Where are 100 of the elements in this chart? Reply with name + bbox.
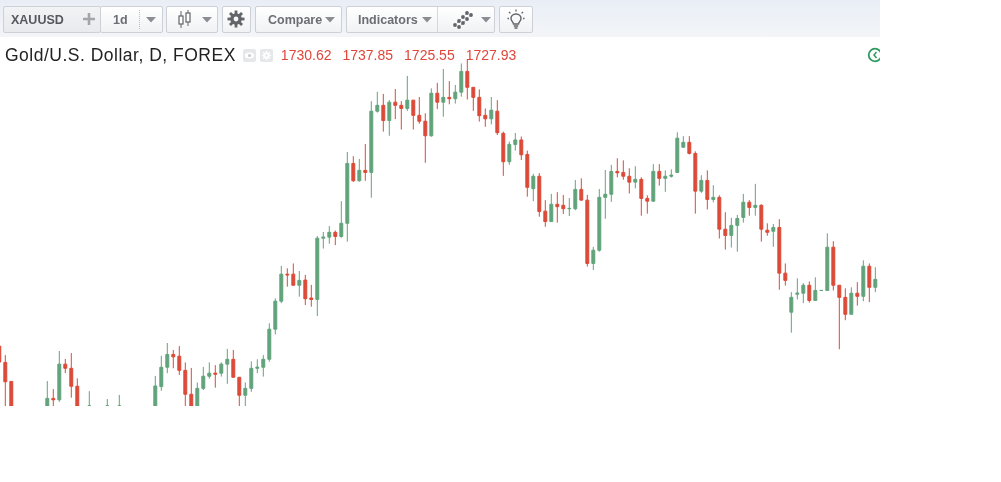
candlestick: [405, 75, 410, 112]
indicators-dropdown: Indicators: [346, 6, 495, 33]
candlestick: [363, 143, 368, 182]
candlestick: [711, 184, 716, 203]
candlestick: [381, 93, 386, 133]
candlestick: [465, 59, 470, 100]
annotation: 1725.55: [404, 47, 455, 63]
candlestick: [633, 165, 638, 189]
candlestick: [153, 375, 158, 406]
candlestick: [531, 173, 536, 202]
annotation: 1727.93: [465, 47, 517, 63]
candlestick: [195, 381, 200, 406]
candlestick: [555, 191, 560, 224]
candlestick: [267, 322, 272, 363]
interval-dropdown: 1d: [100, 6, 163, 33]
candlestick: [867, 262, 872, 303]
candlestick: [729, 217, 734, 249]
candlestick: [51, 388, 56, 406]
candlestick: [507, 141, 512, 166]
candlestick: [789, 291, 794, 334]
candlestick: [519, 135, 524, 161]
candlestick: [243, 381, 248, 406]
candlestick: [291, 262, 296, 286]
candlestick: [441, 68, 446, 118]
candlestick: [279, 265, 284, 304]
candlestick: [855, 281, 860, 307]
candlestick: [69, 352, 74, 399]
candlestick: [783, 262, 788, 287]
candlestick: [843, 287, 848, 321]
candlestick: [303, 274, 308, 306]
candlestick: [795, 277, 800, 300]
candlestick: [747, 199, 752, 217]
candlestick: [759, 203, 764, 243]
candlestick: [333, 230, 338, 246]
candlestick: [3, 354, 8, 406]
candlestick: [525, 150, 530, 198]
candlestick: [45, 380, 50, 406]
candlestick: [495, 99, 500, 136]
candlestick: [399, 100, 404, 131]
candlestick: [597, 188, 602, 253]
candlestick: [411, 99, 416, 131]
candlestick: [63, 358, 68, 374]
candlestick: [453, 84, 458, 105]
chart-title: Gold/U.S. Dollar, D, FOREX: [5, 44, 236, 65]
candlestick: [663, 169, 668, 193]
candlestick: [717, 194, 722, 240]
candlestick: [801, 282, 806, 304]
candlestick: [771, 223, 776, 248]
candlestick: [567, 197, 572, 217]
candlestick: [615, 157, 620, 178]
candlestick: [231, 349, 236, 378]
candlestick: [831, 240, 836, 291]
candlestick: [117, 394, 122, 406]
candlestick: [435, 82, 440, 110]
candlestick: [837, 284, 842, 350]
candlestick: [327, 225, 332, 245]
candlestick: [255, 358, 260, 374]
candlestick: [699, 174, 704, 194]
candlestick: [315, 235, 320, 317]
candlestick: [345, 151, 350, 243]
candlestick: [813, 276, 818, 301]
annotation: 1737.85: [342, 47, 394, 63]
candlestick: [735, 214, 740, 253]
candlestick: [489, 96, 494, 125]
candlestick: [165, 342, 170, 374]
candlestick: [57, 350, 62, 403]
candlestick: [693, 150, 698, 215]
candlestick: [603, 169, 608, 220]
candlestick: [249, 360, 254, 393]
candlestick: [825, 232, 830, 291]
candlestick: [171, 349, 176, 369]
candlestick: [501, 131, 506, 177]
candlestick: [657, 163, 662, 187]
candlestick: [393, 88, 398, 120]
candlestick: [609, 164, 614, 203]
candlestick: [765, 222, 770, 237]
candlestick: [807, 280, 812, 304]
candlestick: [873, 266, 878, 293]
candlestick: [261, 354, 266, 378]
candlestick: [579, 177, 584, 201]
candlestick: [861, 259, 866, 302]
candlestick: [429, 87, 434, 138]
candlestick: [309, 284, 314, 308]
candlestick: [651, 163, 656, 203]
candlestick: [621, 159, 626, 181]
candlestick: [75, 377, 80, 406]
candlestick: [177, 345, 182, 376]
candlestick: [351, 155, 356, 183]
candlestick: [777, 218, 782, 291]
candlestick: [273, 297, 278, 335]
candlestick: [537, 172, 542, 218]
annotation: 1730.62: [280, 47, 332, 63]
candlestick: [297, 270, 302, 298]
candlestick: [591, 246, 596, 271]
compare-button: Compare: [255, 6, 342, 33]
candlestick: [447, 80, 452, 105]
candlestick: [237, 376, 242, 406]
symbol-field: XAUUSD: [3, 6, 101, 33]
candlestick: [219, 361, 224, 378]
candlestick: [87, 390, 92, 406]
